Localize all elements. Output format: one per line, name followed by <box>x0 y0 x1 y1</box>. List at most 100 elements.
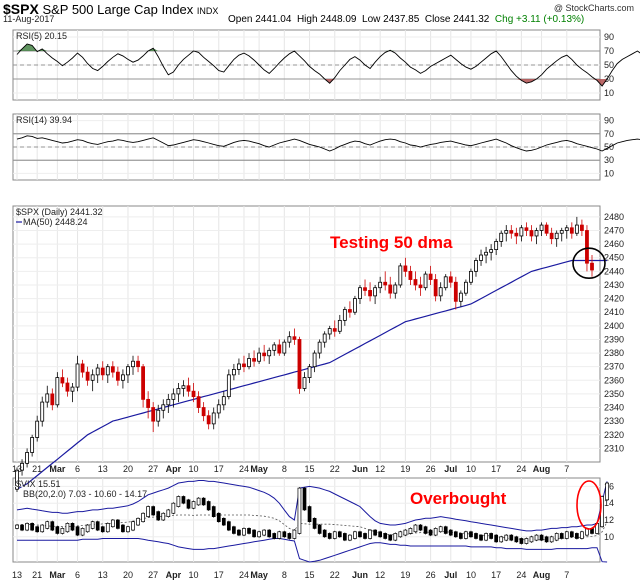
vix-candle <box>433 528 438 536</box>
candle-body <box>539 224 544 231</box>
x-tick-label: 17 <box>491 570 501 580</box>
candle-body <box>110 366 115 373</box>
vix-candle <box>569 531 574 538</box>
candle-body <box>438 287 443 297</box>
candle-body <box>95 367 100 376</box>
candle-body <box>423 273 428 289</box>
vix-candle <box>216 512 221 523</box>
candle-body <box>554 232 559 240</box>
candle-body <box>564 227 569 231</box>
vix-candle <box>151 506 156 516</box>
rsi5-line <box>16 43 640 87</box>
candle-body <box>413 279 418 286</box>
candle-body <box>378 281 383 289</box>
candle-body <box>60 377 65 384</box>
candle-body <box>297 339 302 389</box>
candle-body <box>408 270 413 280</box>
x-tick-label: 13 <box>12 464 22 474</box>
candle-body <box>292 336 297 340</box>
x-tick-label: 12 <box>375 464 385 474</box>
vix-candle <box>428 529 433 536</box>
vix-candle <box>317 524 322 534</box>
y-tick-label: 2410 <box>604 307 624 317</box>
candle-body <box>121 374 125 381</box>
vix-candle <box>20 524 24 531</box>
vix-candle <box>554 533 559 541</box>
vix-candle <box>70 523 75 531</box>
candle-body <box>156 409 161 422</box>
candle-body <box>373 287 378 297</box>
vix-candle <box>60 528 65 534</box>
x-tick-label: 24 <box>516 464 526 474</box>
vix-candle <box>544 536 549 543</box>
candle-body <box>257 352 262 362</box>
vix-candle <box>196 497 201 506</box>
candle-body <box>393 284 398 294</box>
exchange: INDX <box>196 6 219 16</box>
highlight-circle <box>572 247 606 279</box>
vix-candle <box>110 519 115 528</box>
low-value: Low 2437.85 <box>362 14 420 25</box>
bb-upper-line <box>16 480 608 532</box>
x-tick-label: 6 <box>75 570 80 580</box>
y-tick-label: 30 <box>604 74 614 84</box>
candle-body <box>342 309 347 321</box>
vix-candle <box>277 531 282 539</box>
vix-candle <box>484 533 488 541</box>
y-tick-label: 10 <box>604 168 614 178</box>
vix-candle <box>353 531 357 539</box>
vix-candle <box>121 524 125 533</box>
candle-body <box>474 260 478 272</box>
vix-candle <box>343 533 347 541</box>
x-tick-label: 15 <box>305 570 315 580</box>
x-tick-label: May <box>250 464 268 474</box>
y-tick-label: 2390 <box>604 334 624 344</box>
vix-candle <box>363 533 367 539</box>
x-tick-label: 8 <box>282 570 287 580</box>
y-tick-label: 2420 <box>604 294 624 304</box>
vix-candle <box>176 496 181 507</box>
x-tick-label: Apr <box>166 570 182 580</box>
vix-candle <box>252 529 256 538</box>
vix-candle <box>519 538 524 544</box>
candle-body <box>40 401 45 422</box>
vix-candle <box>524 538 529 544</box>
x-tick-label: 17 <box>491 464 501 474</box>
x-tick-label: Jul <box>444 464 457 474</box>
vix-candle <box>146 506 150 517</box>
candle-body <box>585 230 589 264</box>
vix-candle <box>408 528 413 534</box>
candle-body <box>322 333 327 343</box>
y-tick-label: 30 <box>604 155 614 165</box>
vix-candle <box>307 506 312 523</box>
x-tick-label: Apr <box>166 464 182 474</box>
y-tick-label: 2370 <box>604 362 624 372</box>
candle-body <box>221 396 226 406</box>
candle-body <box>504 230 509 234</box>
vix-candle <box>479 534 483 541</box>
candle-body <box>151 407 156 422</box>
candle-body <box>499 232 504 242</box>
candle-body <box>166 398 171 406</box>
candle-body <box>216 404 221 414</box>
vix-candle <box>549 536 554 543</box>
vix-candle <box>332 531 337 539</box>
x-tick-label: May <box>250 570 268 580</box>
y-tick-label: 70 <box>604 46 614 56</box>
vix-candle <box>40 524 45 533</box>
vix-candle <box>464 531 468 539</box>
vix-candle <box>30 523 34 531</box>
vix-candle <box>423 526 428 534</box>
candle-body <box>181 385 186 389</box>
vix-candle <box>443 526 448 534</box>
vix-legend: $VIX 15.51 <box>16 479 61 489</box>
vix-candle <box>337 531 342 538</box>
candle-body <box>433 279 438 297</box>
bb-legend: BB(20,2.0) 7.03 - 10.60 - 14.17 <box>23 489 147 499</box>
candle-body <box>146 398 151 408</box>
x-tick-label: 21 <box>32 464 42 474</box>
ohlc-readout: Open 2441.04 High 2448.09 Low 2437.85 Cl… <box>228 14 584 25</box>
x-tick-label: 27 <box>148 464 158 474</box>
x-tick-label: 24 <box>516 570 526 580</box>
x-tick-label: 10 <box>189 464 199 474</box>
